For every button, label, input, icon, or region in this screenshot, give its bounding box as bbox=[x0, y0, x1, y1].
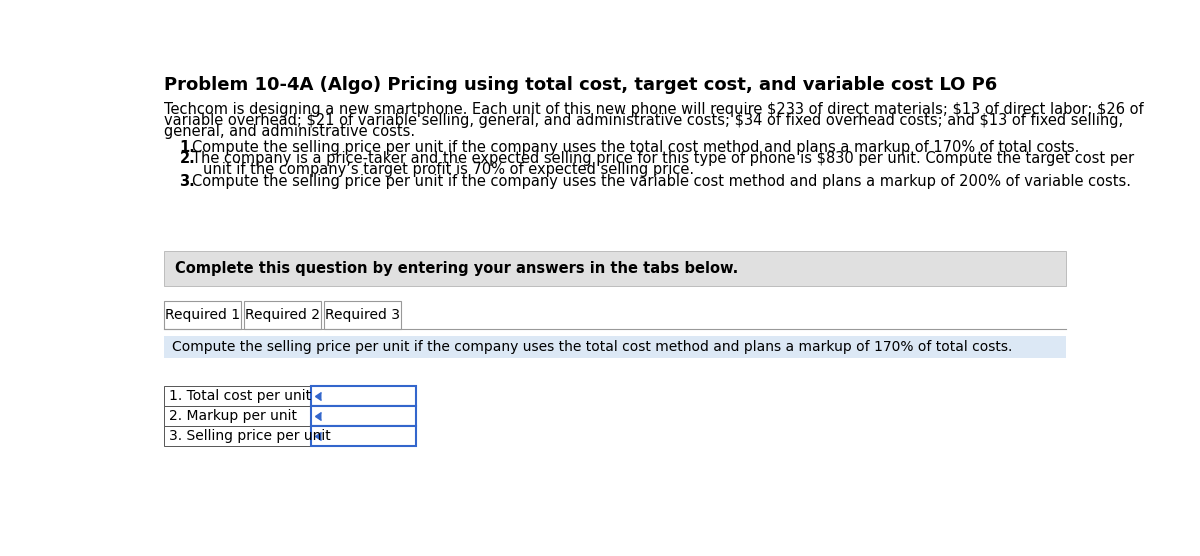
Bar bbox=[164, 336, 1066, 358]
Text: The company is a price-taker and the expected selling price for this type of pho: The company is a price-taker and the exp… bbox=[192, 151, 1134, 166]
Text: Compute the selling price per unit if the company uses the variable cost method : Compute the selling price per unit if th… bbox=[192, 173, 1130, 188]
Text: Compute the selling price per unit if the company uses the total cost method and: Compute the selling price per unit if th… bbox=[172, 340, 1012, 354]
Text: general, and administrative costs.: general, and administrative costs. bbox=[164, 123, 415, 138]
Text: unit if the company’s target profit is 70% of expected selling price.: unit if the company’s target profit is 7… bbox=[203, 162, 694, 177]
Text: Techcom is designing a new smartphone. Each unit of this new phone will require : Techcom is designing a new smartphone. E… bbox=[164, 102, 1144, 117]
Bar bbox=[244, 301, 322, 329]
Text: 2. Markup per unit: 2. Markup per unit bbox=[168, 409, 296, 423]
Bar bbox=[311, 406, 416, 426]
Text: 1. Total cost per unit: 1. Total cost per unit bbox=[168, 389, 311, 403]
Text: 1.: 1. bbox=[180, 140, 196, 155]
Text: 3.: 3. bbox=[180, 173, 196, 188]
Text: Required 1: Required 1 bbox=[166, 307, 240, 322]
Text: Required 3: Required 3 bbox=[325, 307, 400, 322]
Bar bbox=[164, 406, 311, 426]
Bar bbox=[311, 386, 416, 406]
Text: Required 2: Required 2 bbox=[245, 307, 320, 322]
Text: Complete this question by entering your answers in the tabs below.: Complete this question by entering your … bbox=[175, 261, 738, 276]
Text: Problem 10-4A (Algo) Pricing using total cost, target cost, and variable cost LO: Problem 10-4A (Algo) Pricing using total… bbox=[164, 76, 997, 94]
Text: 2.: 2. bbox=[180, 151, 196, 166]
Text: Compute the selling price per unit if the company uses the total cost method and: Compute the selling price per unit if th… bbox=[192, 140, 1079, 155]
Bar bbox=[164, 426, 311, 446]
Bar bbox=[164, 386, 311, 406]
Bar bbox=[164, 301, 241, 329]
Text: 3. Selling price per unit: 3. Selling price per unit bbox=[168, 429, 330, 443]
Bar bbox=[311, 426, 416, 446]
Text: variable overhead; $21 of variable selling, general, and administrative costs; $: variable overhead; $21 of variable selli… bbox=[164, 113, 1123, 128]
Bar bbox=[324, 301, 401, 329]
Bar bbox=[164, 251, 1066, 286]
